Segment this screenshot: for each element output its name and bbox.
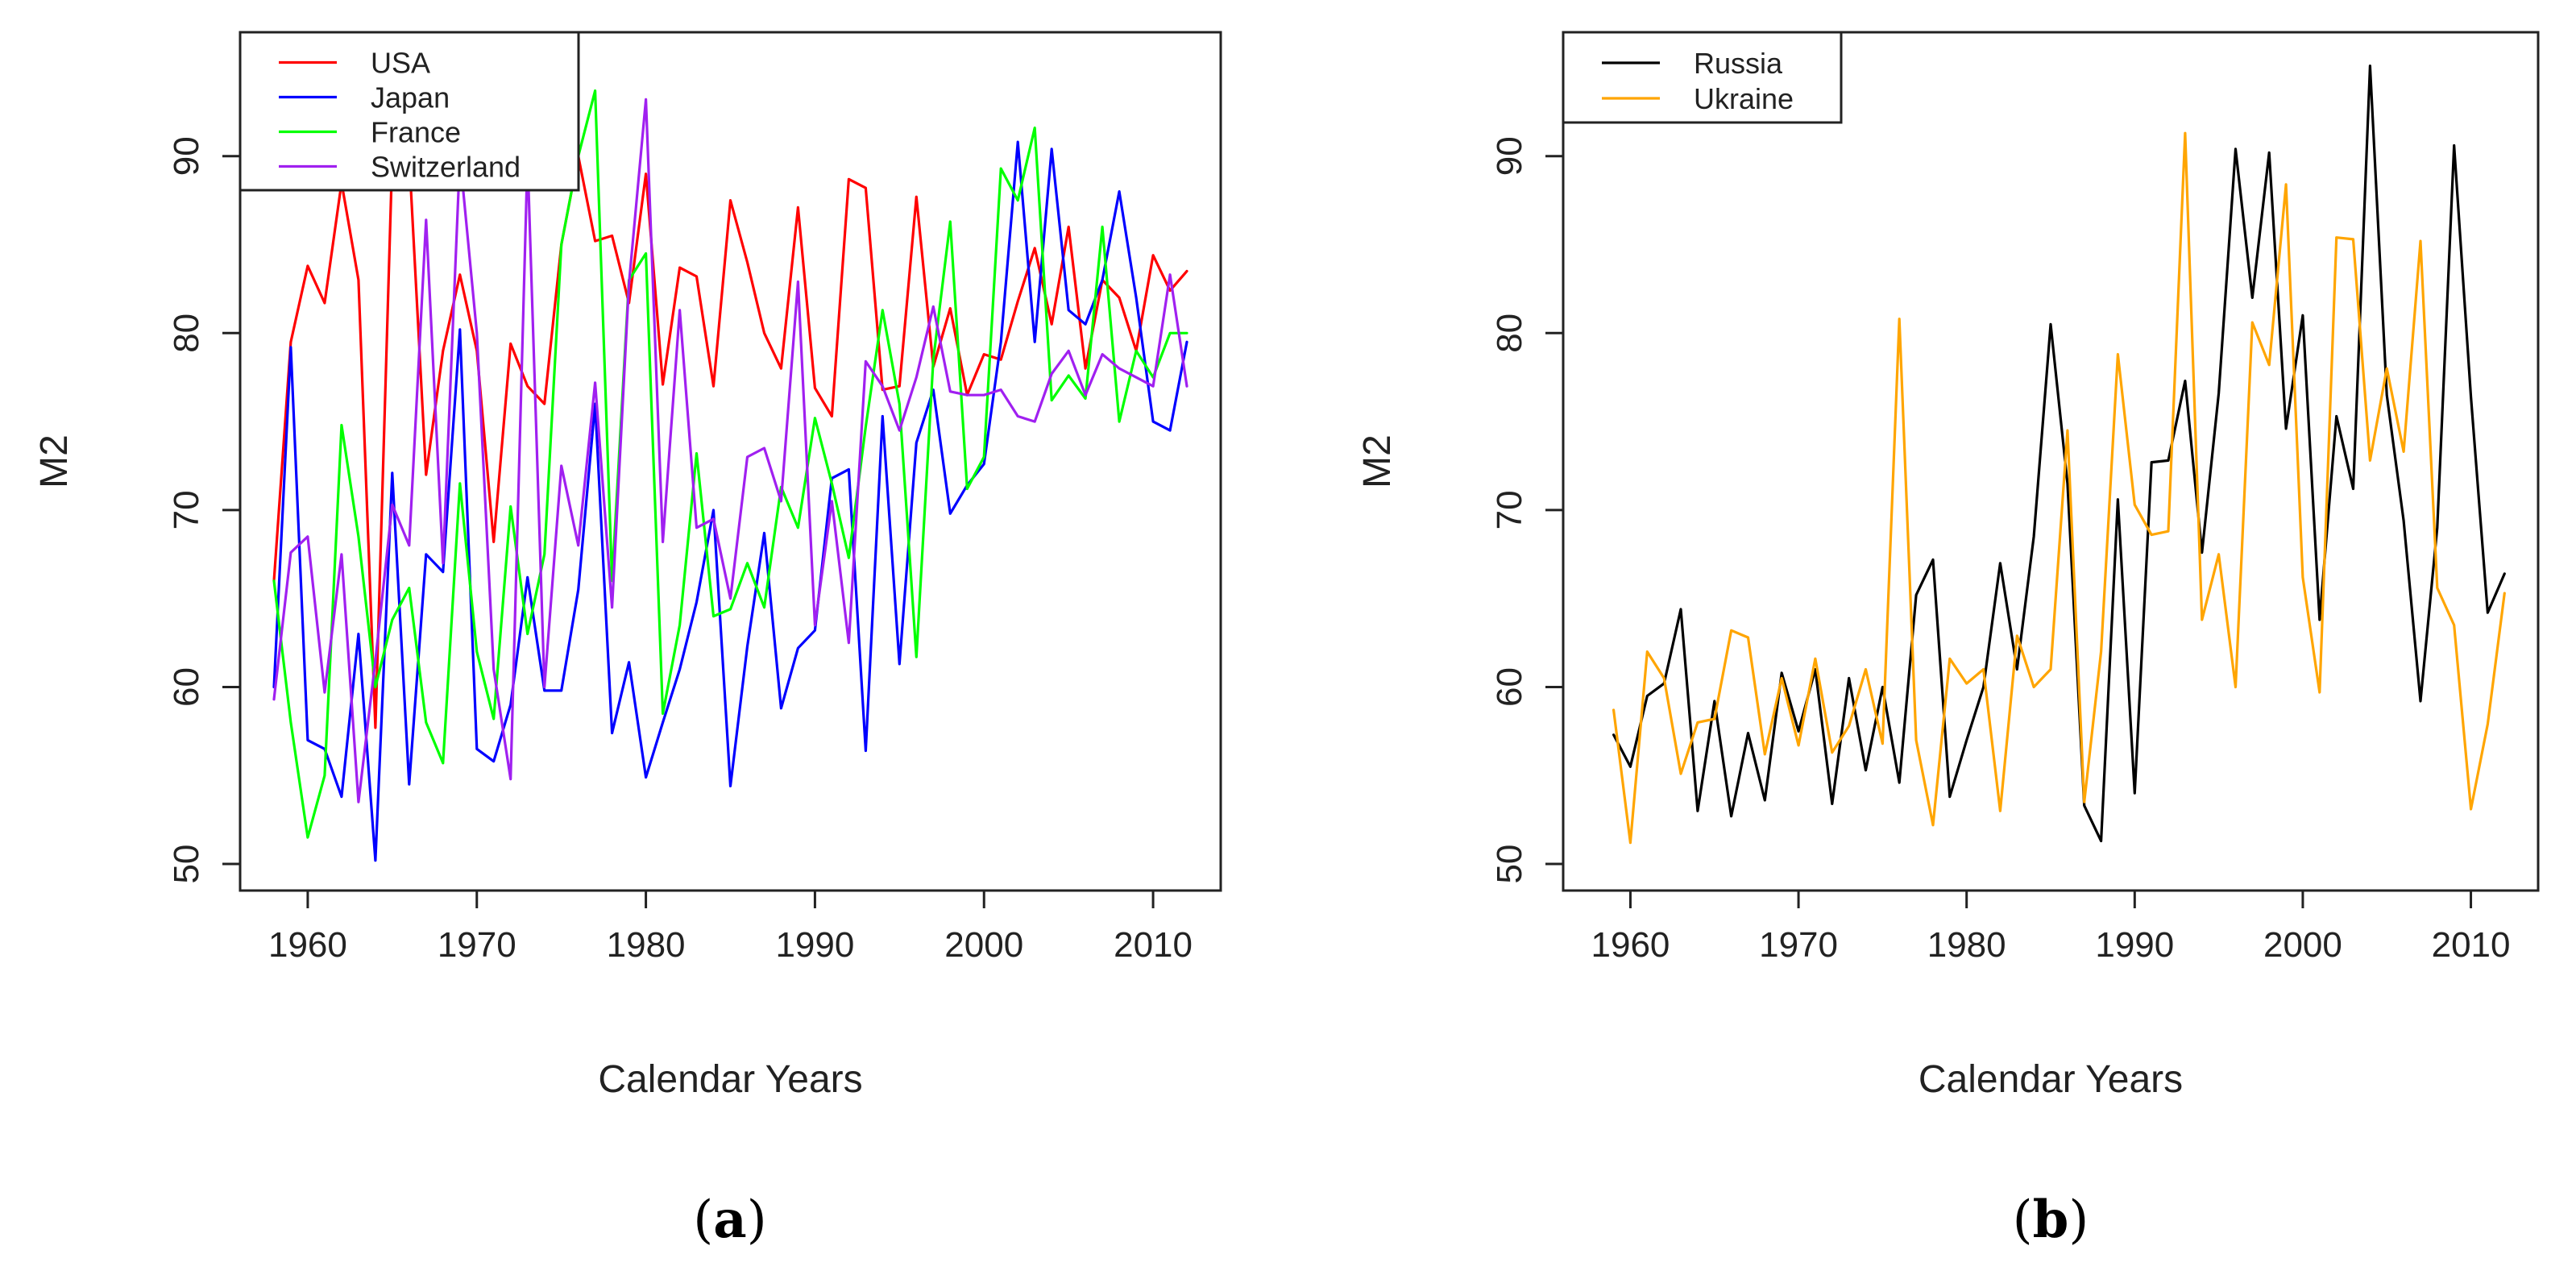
y-axis-title: M2: [1356, 434, 1399, 488]
panel-label-letter: b: [2033, 1190, 2069, 1250]
legend-box: [239, 31, 580, 192]
y-tick-label: 90: [1490, 136, 1529, 176]
series-line-france: [272, 89, 1188, 839]
x-tick-label: 1990: [775, 925, 854, 965]
panel-label-letter: a: [713, 1190, 746, 1250]
y-tick-label: 70: [167, 490, 206, 529]
x-tick-label: 1960: [1591, 925, 1670, 965]
x-tick-label: 1970: [438, 925, 516, 965]
series-line-usa: [272, 155, 1188, 729]
y-tick-label: 60: [1490, 667, 1529, 707]
legend-label-usa: USA: [371, 47, 430, 80]
panel-label: (b): [2013, 1190, 2089, 1250]
x-tick-label: 2010: [2432, 925, 2511, 965]
legend-box: [1562, 31, 1843, 124]
x-tick-label: 2000: [944, 925, 1023, 965]
legend-label-japan: Japan: [371, 81, 450, 114]
plot-frame: [1562, 31, 2540, 892]
legend-label-russia: Russia: [1694, 47, 1783, 80]
panel-a: 1960 1970 1980 1990 2000 2010 50 60 70 80 90 Calend…: [33, 31, 1222, 1250]
y-tick-label: 80: [1490, 314, 1529, 353]
x-tick-label: 1960: [268, 925, 347, 965]
x-tick-label: 2000: [2263, 925, 2342, 965]
plot-frame: [239, 31, 1222, 892]
panel-b: 1960 1970 1980 1990 2000 2010 50 60 70 80 90 Calend…: [1356, 31, 2540, 1250]
series-line-russia: [1612, 64, 2506, 843]
y-tick-label: 50: [167, 845, 206, 884]
y-tick-label: 90: [167, 136, 206, 176]
series-line-switzerland: [272, 98, 1188, 804]
x-tick-label: 1990: [2095, 925, 2174, 965]
x-tick-label: 1980: [607, 925, 686, 965]
x-tick-label: 1980: [1927, 925, 2006, 965]
y-tick-label: 60: [167, 667, 206, 707]
series-line-japan: [272, 140, 1188, 862]
x-tick-label: 1970: [1759, 925, 1838, 965]
x-axis-title: Calendar Years: [1919, 1058, 2183, 1101]
series-line-ukraine: [1612, 131, 2506, 845]
legend-label-france: France: [371, 116, 461, 149]
y-tick-label: 50: [1490, 845, 1529, 884]
x-axis-title: Calendar Years: [598, 1058, 862, 1101]
y-tick-label: 80: [167, 314, 206, 353]
legend-label-ukraine: Ukraine: [1694, 82, 1794, 115]
y-axis-title: M2: [33, 434, 76, 488]
x-tick-label: 2010: [1114, 925, 1193, 965]
legend-label-switzerland: Switzerland: [371, 151, 521, 184]
panel-label: (a): [693, 1190, 766, 1250]
y-tick-label: 70: [1490, 490, 1529, 529]
